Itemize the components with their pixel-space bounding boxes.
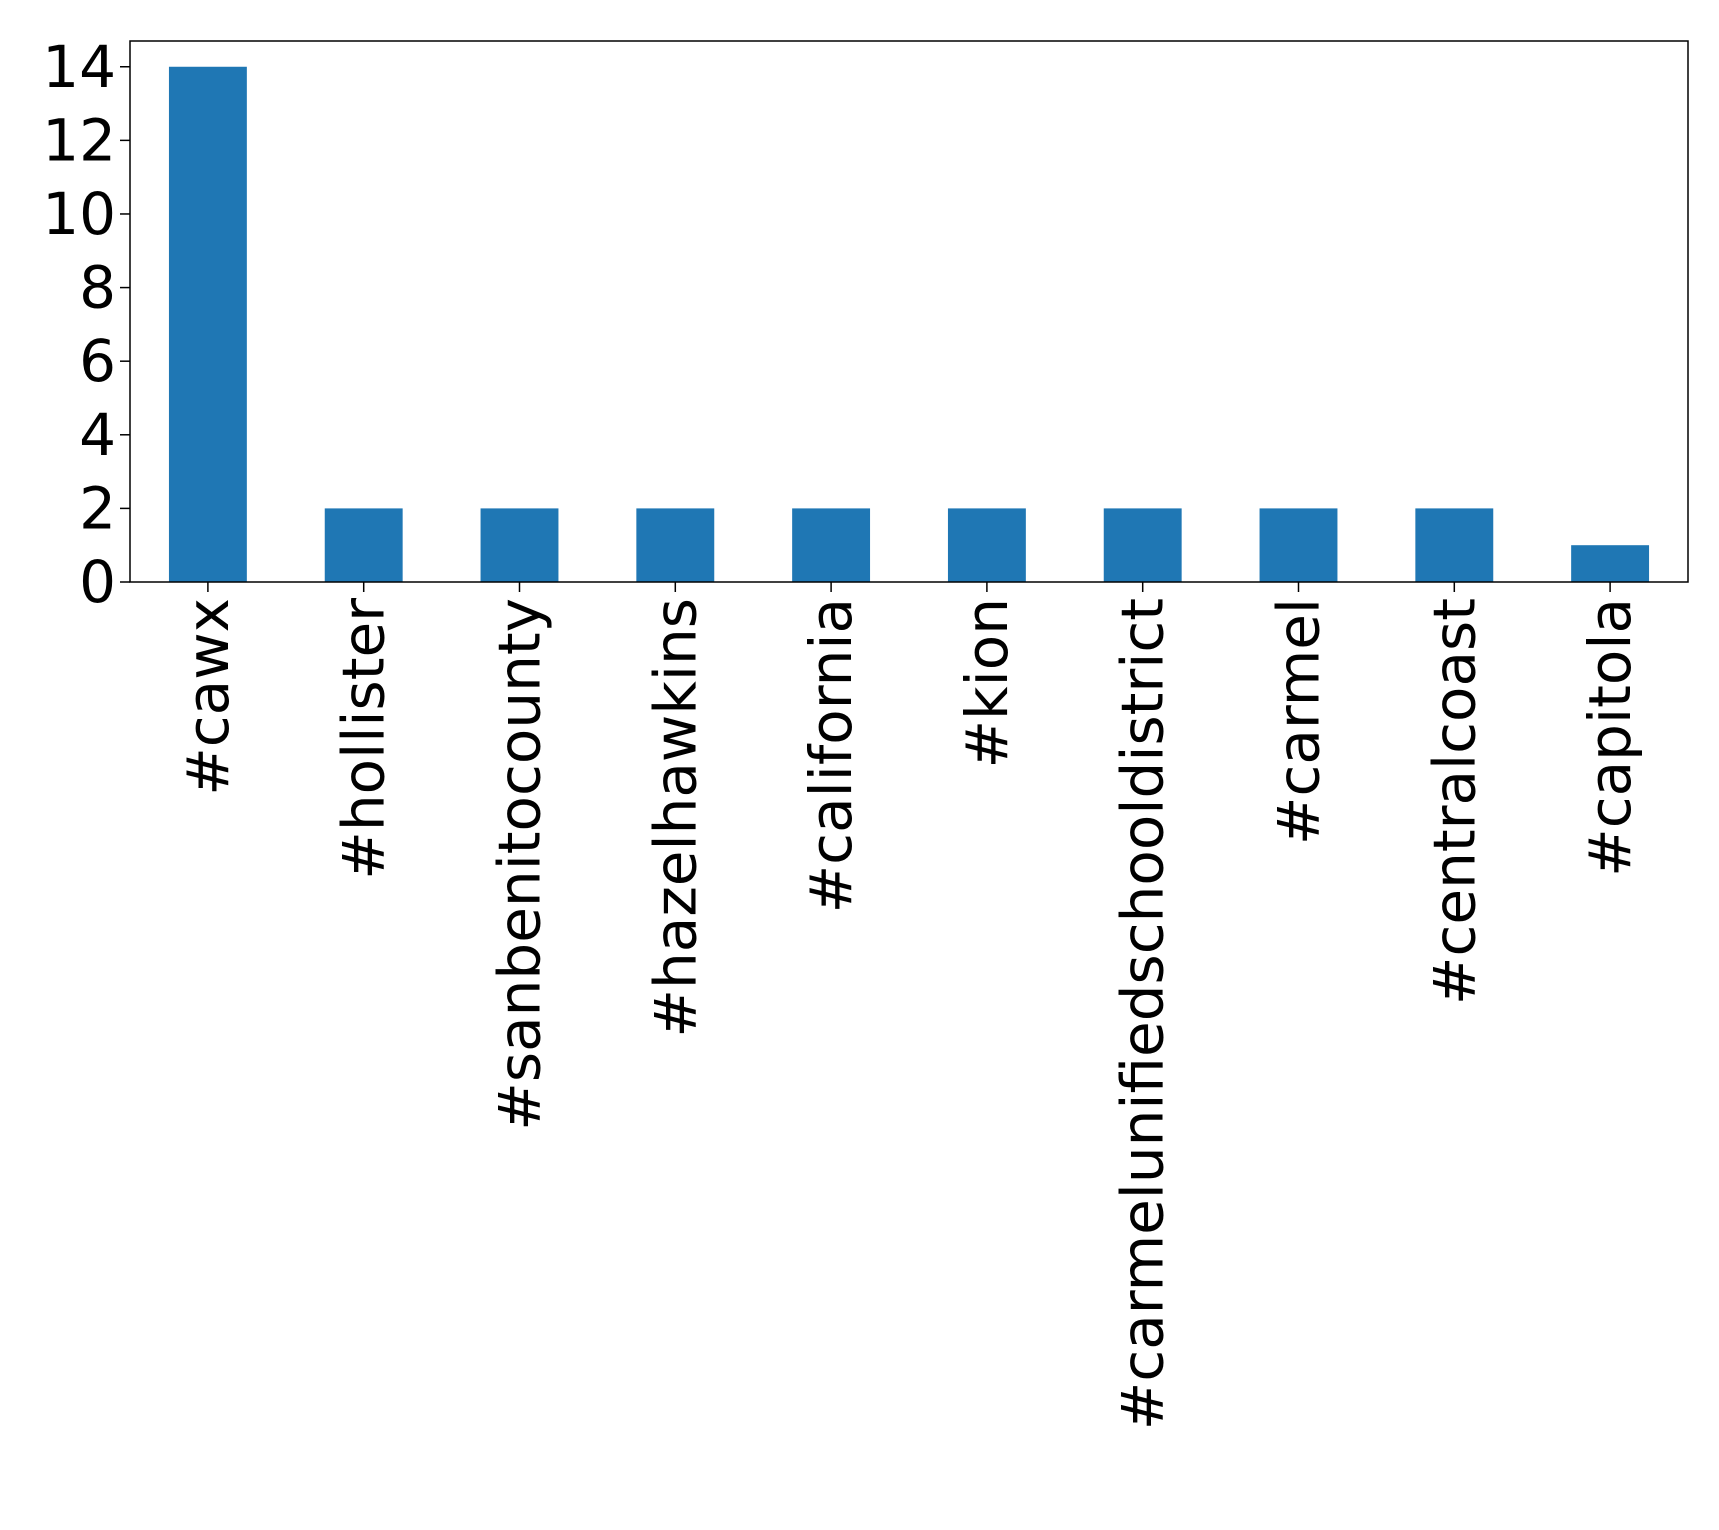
- x-axis: #cawx #hollister #sanbenitocounty #hazelhaw…: [174, 582, 1644, 1430]
- bar-hazelhawkins: [636, 508, 715, 582]
- bar-cawx: [168, 66, 247, 582]
- y-tick-label: 12: [42, 106, 116, 174]
- x-tick-label: #carmelunifiedschooldistrict: [1109, 598, 1177, 1430]
- bar-carmelunifiedschooldistrict: [1103, 508, 1182, 582]
- y-tick-label: 8: [79, 254, 116, 322]
- bar-kion: [947, 508, 1026, 582]
- bar-centralcoast: [1415, 508, 1494, 582]
- y-tick-label: 14: [42, 33, 116, 101]
- x-tick-label: #california: [797, 598, 865, 913]
- y-tick-label: 10: [42, 180, 116, 248]
- x-tick-label: #capitola: [1576, 598, 1644, 877]
- bar-hollister: [324, 508, 403, 582]
- x-tick-label: #cawx: [174, 598, 242, 796]
- x-tick-label: #sanbenitocounty: [486, 598, 554, 1131]
- x-tick-label: #hazelhawkins: [641, 598, 709, 1038]
- bar-california: [792, 508, 871, 582]
- bar-capitola: [1571, 545, 1650, 582]
- bar-sanbenitocounty: [480, 508, 559, 582]
- x-tick-label: #carmel: [1265, 598, 1333, 845]
- bars-layer: [168, 66, 1650, 582]
- bar-carmel: [1259, 508, 1338, 582]
- x-tick-label: #centralcoast: [1420, 598, 1488, 1005]
- x-tick-label: #hollister: [330, 598, 398, 880]
- y-tick-label: 4: [79, 401, 116, 469]
- y-tick-label: 2: [79, 474, 116, 542]
- plot-frame: [129, 40, 1689, 583]
- y-tick-label: 0: [79, 548, 116, 616]
- y-tick-label: 6: [79, 327, 116, 395]
- x-tick-label: #kion: [953, 598, 1021, 769]
